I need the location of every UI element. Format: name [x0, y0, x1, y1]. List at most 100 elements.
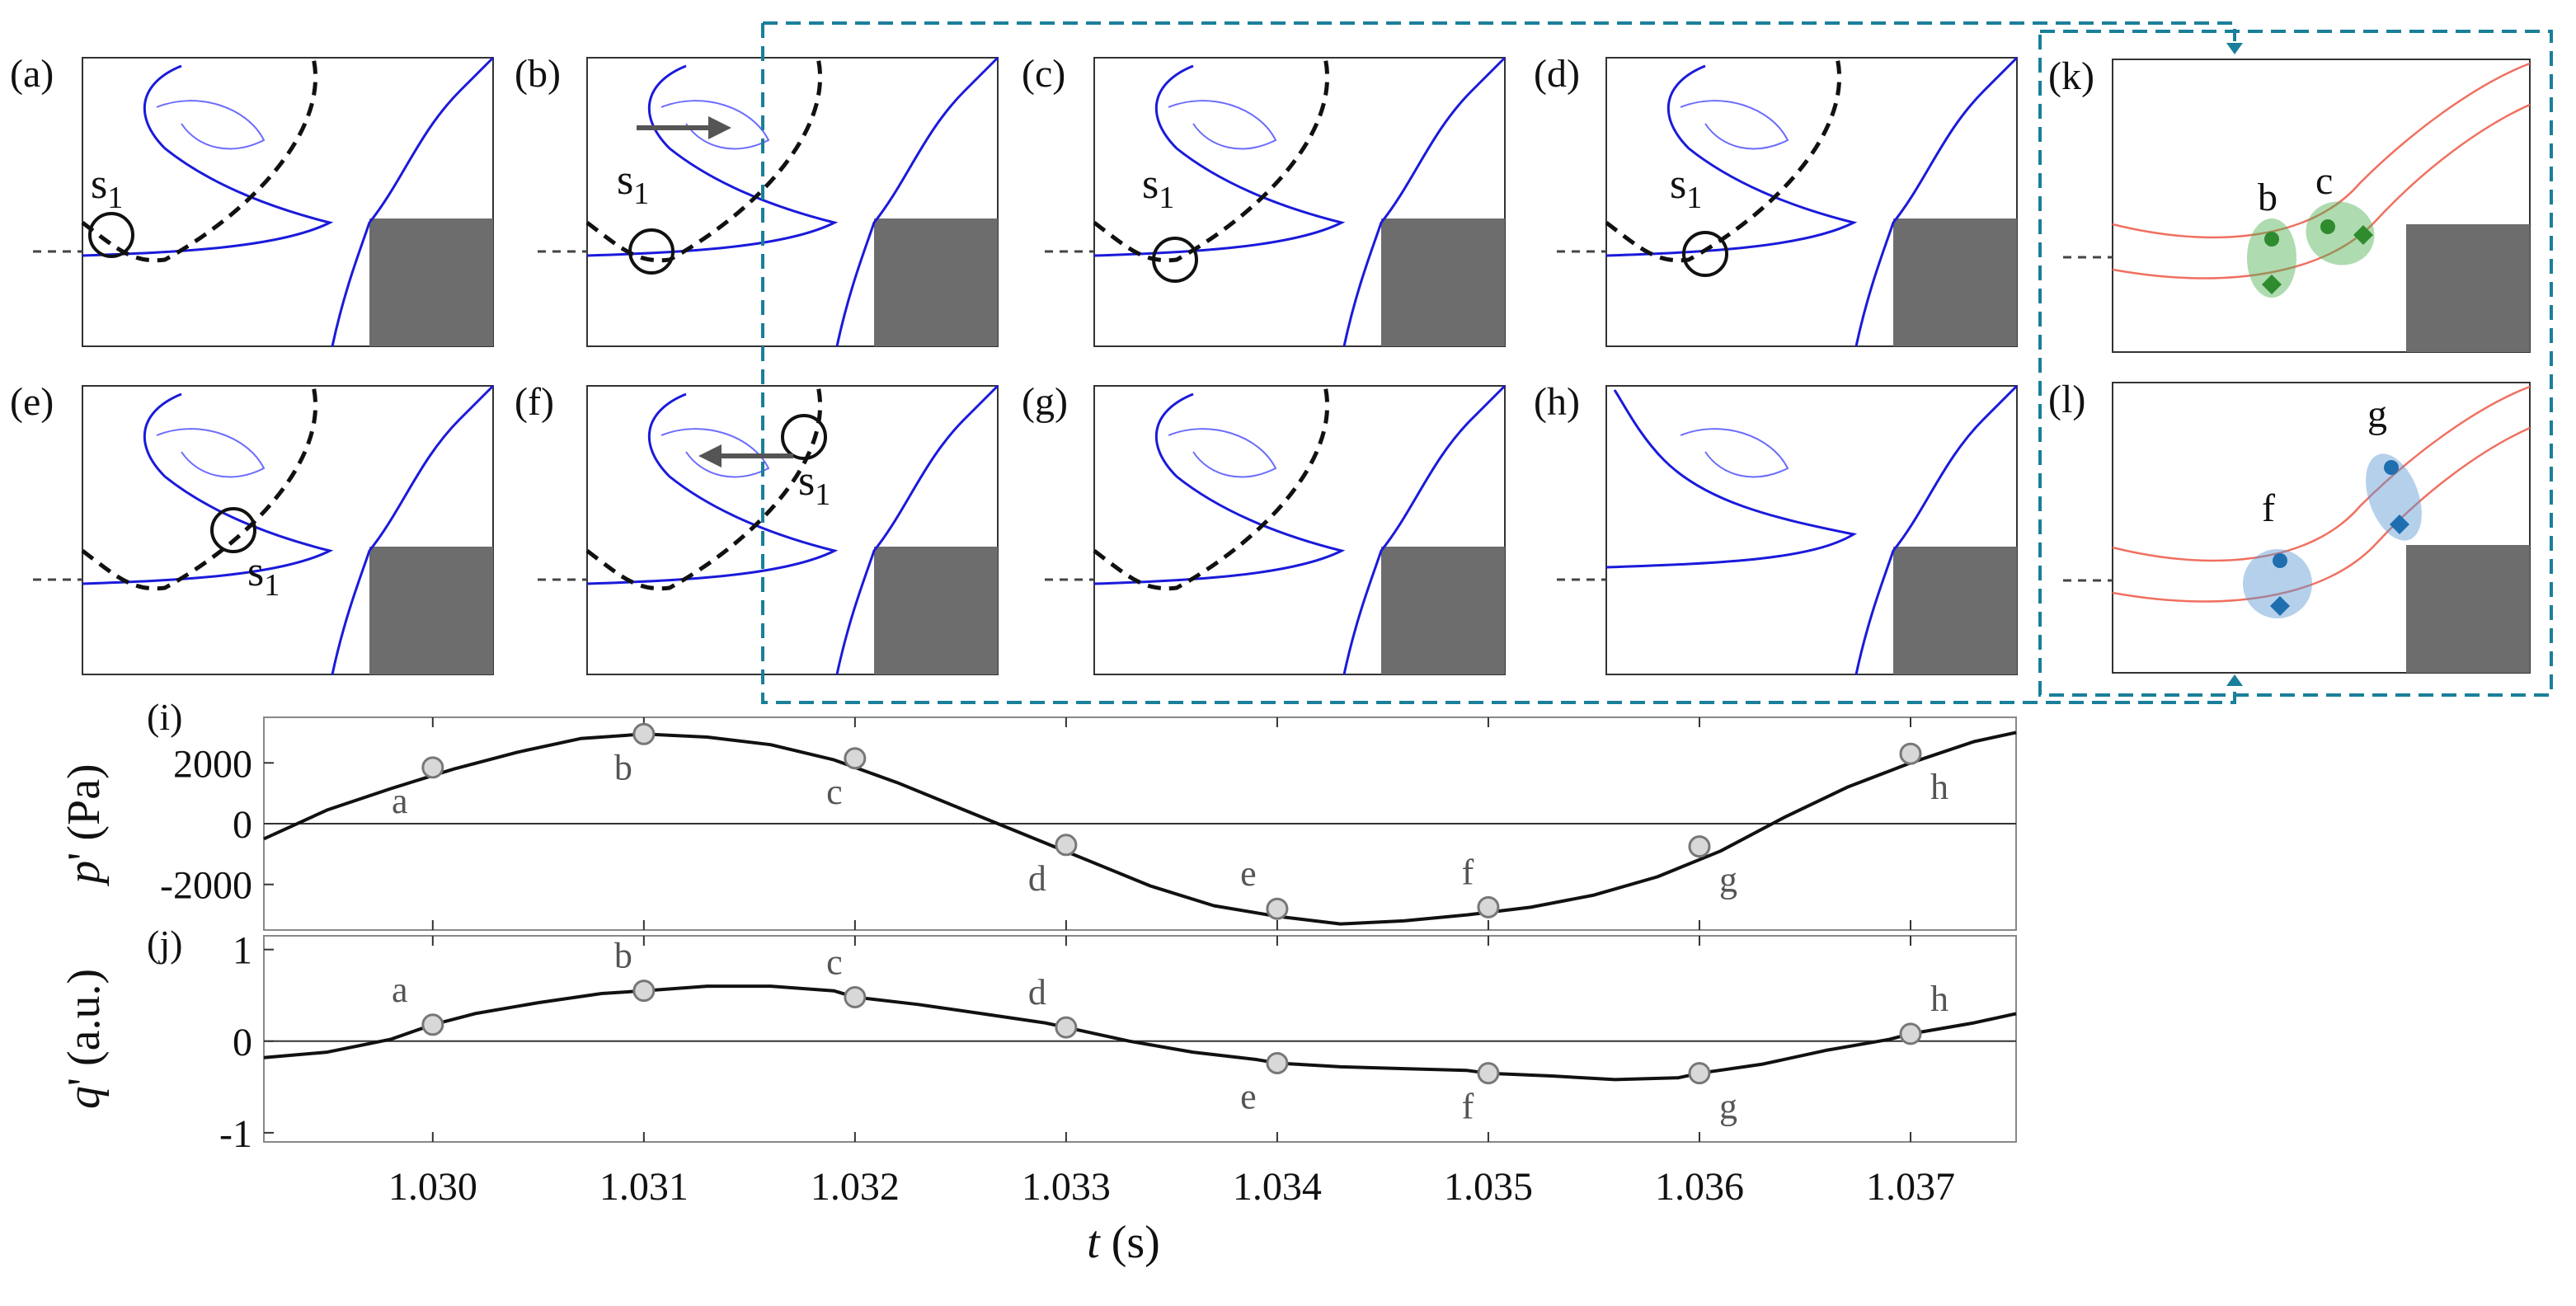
vortex-trajectory	[81, 385, 317, 591]
phase-point-g	[1688, 835, 1711, 858]
marker-group-g: g	[2366, 392, 2422, 541]
s1-marker-circle	[88, 212, 134, 258]
connector-arrowhead-bottom	[2226, 674, 2243, 686]
flame-panel-e: (e)s1	[10, 380, 495, 675]
flame-front-outer	[1854, 56, 2019, 347]
s1-subscript: 1	[1159, 181, 1174, 215]
y-axis-label: q' (a.u.)	[59, 969, 110, 1109]
vortex-trajectory	[1093, 385, 1329, 591]
phase-point-label: g	[1719, 860, 1737, 900]
chart-heat-release: (j) -1 0 1 a b c d e f g h q' (a.u.) 1.030 1.031 1.032 1…	[59, 923, 2017, 1268]
vortex-trajectory	[1605, 57, 1841, 263]
flame-roll-up	[1680, 428, 1789, 478]
dump-plane-block	[369, 218, 493, 346]
y-axis-label-prime: '	[59, 1078, 110, 1086]
panel-label: (a)	[10, 52, 54, 96]
y-axis-label-unit: (a.u.)	[59, 969, 110, 1078]
highlight-ellipse	[2306, 201, 2375, 265]
panel-label: (e)	[10, 380, 54, 424]
phase-point-label: c	[826, 772, 843, 812]
marker-group-f: f	[2243, 486, 2312, 618]
phase-point-h	[1899, 742, 1922, 765]
flame-roll-up	[1168, 428, 1277, 478]
flow-arrow-head	[708, 116, 731, 139]
flame-edge-upper	[2112, 62, 2531, 239]
flame-front-outer	[1854, 384, 2019, 675]
x-tick-label: 1.037	[1866, 1165, 1955, 1209]
panel-label: (f)	[515, 380, 554, 424]
phase-point-label: b	[614, 936, 632, 976]
dump-plane-block	[2406, 224, 2530, 352]
flow-arrow-head	[698, 444, 722, 467]
phase-point-label: a	[392, 781, 408, 821]
flame-front-shear	[1605, 389, 1858, 569]
s1-subscript: 1	[1686, 181, 1702, 215]
phase-point-label: e	[1240, 1076, 1257, 1116]
flame-panels: (a)s1(b)s1(c)s1(d)s1 (e)s1(f)s1 (g) (h)	[10, 52, 2019, 675]
flame-front-shear	[82, 64, 334, 257]
x-tick-label: 1.035	[1444, 1165, 1533, 1209]
x-axis-label-symbol: t	[1087, 1217, 1101, 1268]
flame-front-shear	[82, 392, 334, 585]
series-line	[263, 731, 2017, 926]
x-tick-label: 1.036	[1655, 1165, 1744, 1209]
phase-point-f	[1477, 1062, 1500, 1085]
vortex-trajectory	[585, 385, 822, 591]
panel-label: (c)	[1022, 52, 1065, 96]
flame-front-outer	[1342, 384, 1507, 675]
y-tick-label: 2000	[173, 742, 252, 786]
phase-point-d	[1055, 1016, 1078, 1039]
dump-plane-block	[1893, 218, 2017, 346]
y-axis-label-symbol: q	[59, 1086, 110, 1109]
marker-group-b: b	[2247, 176, 2296, 298]
vortex-trajectory	[1093, 57, 1329, 263]
flame-panel-c: (c)s1	[1022, 52, 1507, 347]
zoom-panels: (k) b c (l) f g	[2048, 54, 2531, 674]
phase-point-label: b	[614, 747, 632, 787]
marker-group-label: f	[2262, 486, 2275, 530]
circle-marker	[2273, 553, 2287, 568]
diamond-marker	[2270, 596, 2290, 616]
flame-front-shear	[586, 392, 839, 585]
x-axis-label: t (s)	[1087, 1217, 1160, 1268]
flame-panel-a: (a)s1	[10, 52, 495, 347]
dump-plane-block	[874, 547, 998, 674]
flame-front-shear	[1093, 392, 1346, 585]
panel-label: (g)	[1022, 380, 1068, 424]
phase-point-e	[1266, 1051, 1289, 1074]
flame-edge-upper	[2112, 385, 2531, 562]
phase-point-label: h	[1930, 979, 1948, 1019]
flame-front-outer	[331, 56, 495, 347]
phase-point-c	[844, 985, 867, 1008]
phase-point-b	[632, 980, 656, 1003]
flame-roll-up	[156, 428, 266, 478]
flame-front-outer	[835, 384, 999, 675]
phase-point-a	[421, 756, 444, 779]
x-tick-label: 1.033	[1022, 1165, 1111, 1209]
flame-edge-lower	[2112, 103, 2531, 280]
vortex-trajectory	[585, 57, 822, 263]
phase-point-c	[844, 747, 867, 770]
y-tick-label: 0	[233, 1021, 252, 1064]
s1-marker-circle	[210, 507, 256, 553]
y-tick-label: 1	[233, 929, 252, 973]
flame-edge-lower	[2112, 426, 2531, 603]
s1-subscript: 1	[633, 176, 649, 211]
flame-front-outer	[1342, 56, 1507, 347]
diamond-marker	[2262, 275, 2282, 294]
highlight-ellipse	[2247, 218, 2296, 298]
marker-group-c: c	[2306, 159, 2375, 265]
x-axis-label-unit: (s)	[1100, 1217, 1160, 1268]
dump-plane-block	[2406, 545, 2530, 673]
dump-plane-block	[1893, 547, 2017, 674]
y-axis-label-unit: (Pa)	[59, 763, 110, 852]
phase-point-a	[421, 1013, 444, 1036]
zoom-panel-k: (k) b c	[2048, 54, 2531, 353]
phase-point-label: g	[1719, 1087, 1737, 1127]
connector-top	[763, 21, 2236, 41]
phase-point-e	[1266, 897, 1289, 920]
s1-marker-circle	[781, 414, 827, 460]
y-axis-label-prime: '	[59, 853, 110, 861]
panel-label: (h)	[1534, 380, 1580, 424]
circle-marker	[2384, 460, 2399, 475]
